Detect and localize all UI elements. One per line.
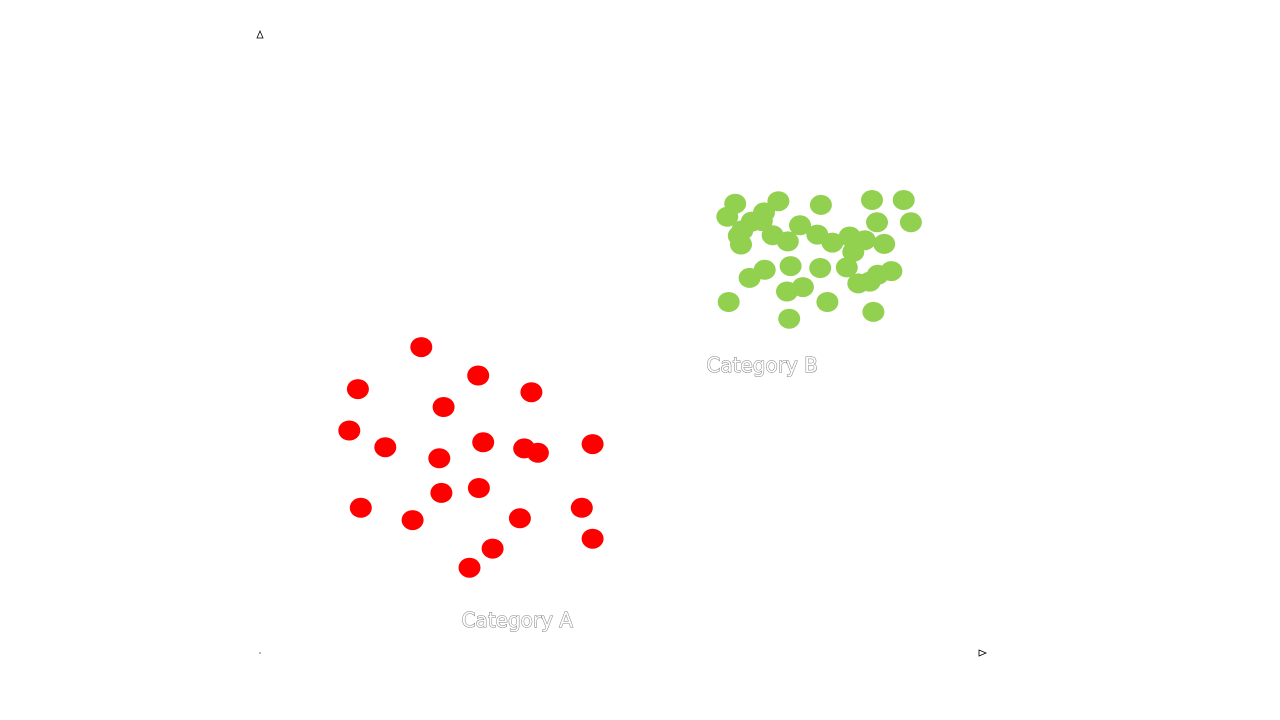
data-point xyxy=(717,292,740,312)
data-point xyxy=(508,508,531,529)
label-layer: Category A Category B xyxy=(461,352,818,632)
data-point xyxy=(892,190,915,210)
data-point xyxy=(520,382,543,403)
data-point xyxy=(767,191,790,212)
data-point xyxy=(410,337,433,358)
data-point xyxy=(858,271,881,292)
data-point xyxy=(821,232,844,253)
data-point xyxy=(861,190,883,210)
data-point xyxy=(880,261,903,282)
data-point xyxy=(779,256,802,277)
data-point xyxy=(346,379,369,400)
data-point xyxy=(432,397,455,417)
data-point xyxy=(842,241,865,262)
data-point xyxy=(581,528,604,549)
data-point xyxy=(835,257,858,278)
data-point xyxy=(430,482,453,503)
category-label: Category B xyxy=(706,353,817,377)
category-label: Category A xyxy=(462,608,574,632)
series-1 xyxy=(338,337,604,578)
data-point xyxy=(738,267,761,288)
data-point xyxy=(873,233,896,254)
data-point xyxy=(349,497,372,518)
origin-dot xyxy=(259,652,261,654)
axes xyxy=(256,29,988,657)
data-point xyxy=(570,497,593,518)
data-point xyxy=(730,234,752,255)
data-point xyxy=(750,211,773,231)
data-point xyxy=(581,434,604,455)
data-point xyxy=(866,212,888,233)
data-point xyxy=(401,510,424,531)
data-point xyxy=(467,365,490,386)
data-point xyxy=(789,215,811,236)
data-point xyxy=(428,448,451,469)
data-point xyxy=(481,538,504,559)
y-axis-arrow-icon xyxy=(256,29,264,39)
series-2 xyxy=(716,190,922,329)
data-point xyxy=(776,281,798,302)
data-point xyxy=(899,212,922,233)
data-point xyxy=(472,432,495,453)
data-point xyxy=(716,206,739,227)
x-axis-arrow-icon xyxy=(978,649,988,657)
data-point xyxy=(776,231,799,252)
data-point xyxy=(526,442,549,463)
data-point xyxy=(374,437,397,458)
data-point xyxy=(862,301,885,322)
series-layer xyxy=(338,190,922,578)
data-point xyxy=(458,557,481,578)
data-point xyxy=(816,292,839,312)
data-point xyxy=(809,258,832,278)
data-point xyxy=(338,420,361,441)
data-point xyxy=(467,478,490,498)
data-point xyxy=(809,194,832,215)
data-point xyxy=(778,308,801,329)
